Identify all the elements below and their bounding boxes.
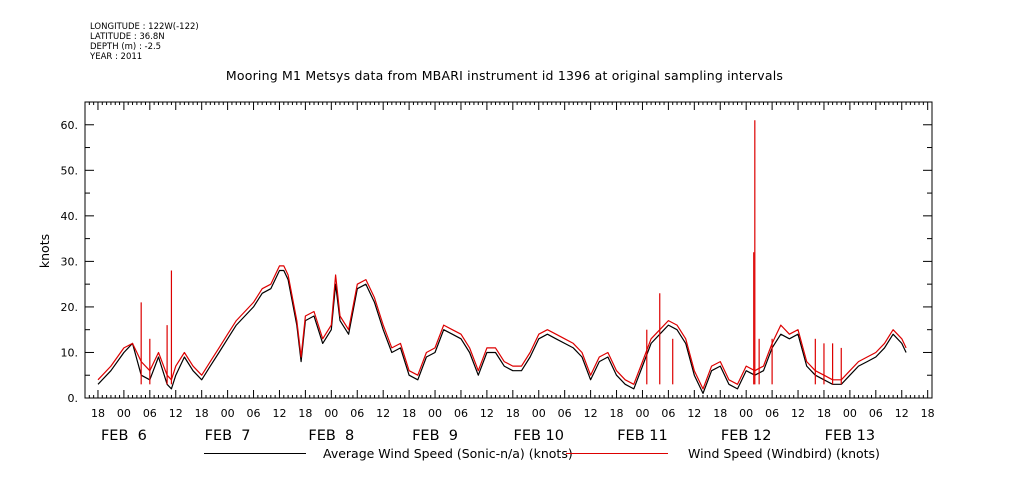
legend: Average Wind Speed (Sonic-n/a) (knots) W… xyxy=(0,446,1009,464)
y-tick-label: 50. xyxy=(61,164,79,177)
x-tick-label: 00 xyxy=(221,407,235,420)
metadata-block: LONGITUDE : 122W(-122) LATITUDE : 36.8N … xyxy=(90,22,199,62)
x-date-label: FEB 11 xyxy=(617,428,668,444)
x-tick-label: 06 xyxy=(247,407,261,420)
series-line-2 xyxy=(97,265,907,390)
x-tick-label: 06 xyxy=(661,407,675,420)
x-tick-label: 06 xyxy=(350,407,364,420)
x-tick-label: 12 xyxy=(272,407,286,420)
x-date-label: FEB 12 xyxy=(721,428,772,444)
x-tick-label: 18 xyxy=(91,407,105,420)
y-tick-label: 20. xyxy=(61,301,79,314)
x-tick-label: 18 xyxy=(713,407,727,420)
x-tick-label: 18 xyxy=(921,407,935,420)
x-tick-label: 00 xyxy=(739,407,753,420)
x-date-label: FEB 9 xyxy=(412,428,458,444)
y-tick-label: 60. xyxy=(61,119,79,132)
y-axis-label: knots xyxy=(37,234,52,268)
x-tick-label: 00 xyxy=(635,407,649,420)
x-tick-label: 12 xyxy=(791,407,805,420)
x-tick-label: 18 xyxy=(817,407,831,420)
legend-swatch-series-2 xyxy=(566,453,668,454)
x-date-label: FEB 10 xyxy=(513,428,564,444)
legend-label-series-1: Average Wind Speed (Sonic-n/a) (knots) xyxy=(323,446,573,461)
x-tick-label: 18 xyxy=(402,407,416,420)
x-date-label: FEB 7 xyxy=(205,428,251,444)
legend-swatch-series-1 xyxy=(204,453,306,454)
x-tick-label: 06 xyxy=(454,407,468,420)
legend-label-series-2: Wind Speed (Windbird) (knots) xyxy=(688,446,880,461)
x-date-label: FEB 13 xyxy=(825,428,876,444)
longitude-label: LONGITUDE : 122W(-122) xyxy=(90,22,199,32)
x-tick-label: 12 xyxy=(169,407,183,420)
x-tick-label: 12 xyxy=(687,407,701,420)
x-tick-label: 12 xyxy=(895,407,909,420)
x-tick-label: 00 xyxy=(843,407,857,420)
x-tick-label: 06 xyxy=(558,407,572,420)
latitude-label: LATITUDE : 36.8N xyxy=(90,32,165,42)
y-tick-label: 40. xyxy=(61,210,79,223)
x-tick-label: 00 xyxy=(532,407,546,420)
depth-label: DEPTH (m) : -2.5 xyxy=(90,42,162,52)
x-tick-label: 12 xyxy=(584,407,598,420)
x-tick-label: 18 xyxy=(610,407,624,420)
x-tick-label: 06 xyxy=(869,407,883,420)
y-tick-label: 10. xyxy=(61,346,79,359)
x-tick-label: 00 xyxy=(117,407,131,420)
x-tick-label: 18 xyxy=(298,407,312,420)
x-tick-label: 00 xyxy=(428,407,442,420)
x-date-label: FEB 6 xyxy=(101,428,147,444)
year-label: YEAR : 2011 xyxy=(90,52,143,62)
x-tick-label: 12 xyxy=(376,407,390,420)
x-tick-label: 18 xyxy=(506,407,520,420)
x-date-label: FEB 8 xyxy=(308,428,354,444)
x-tick-label: 06 xyxy=(765,407,779,420)
series-line-1 xyxy=(97,269,907,394)
x-tick-label: 00 xyxy=(324,407,338,420)
y-tick-label: 0. xyxy=(68,392,79,405)
x-tick-label: 12 xyxy=(480,407,494,420)
chart-title: Mooring M1 Metsys data from MBARI instru… xyxy=(225,68,784,83)
x-tick-label: 06 xyxy=(143,407,157,420)
y-tick-label: 30. xyxy=(61,255,79,268)
x-tick-label: 18 xyxy=(195,407,209,420)
